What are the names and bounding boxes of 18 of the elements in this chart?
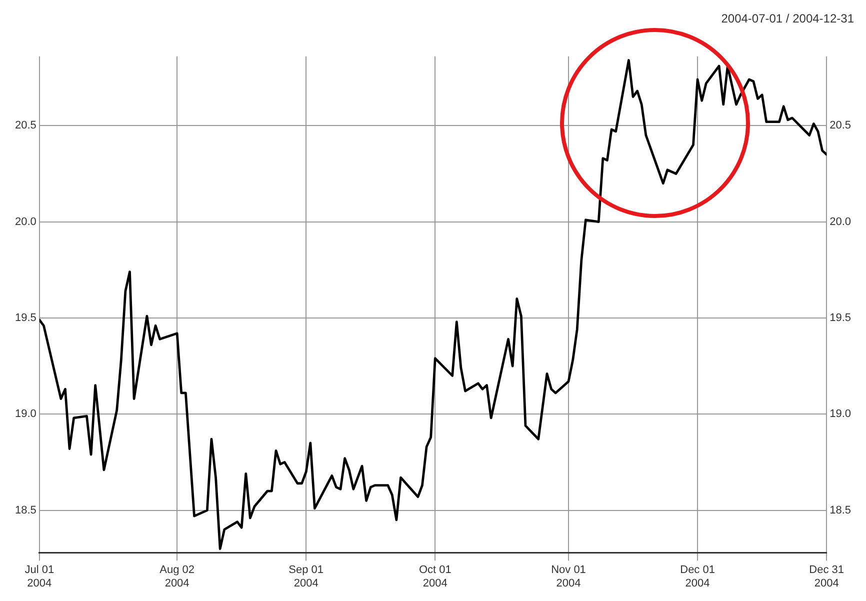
x-tick-label: Aug 02 2004 [160, 564, 194, 590]
y2-tick-label: 20.0 [830, 216, 852, 228]
x-tick-label: Dec 31 2004 [809, 564, 844, 590]
chart-subtitle: 2004-07-01 / 2004-12-31 [721, 12, 854, 26]
y2-tick-label: 20.5 [830, 120, 852, 132]
y2-tick-label: 19.0 [830, 408, 852, 420]
y2-tick-label: 19.5 [830, 312, 852, 324]
y-tick-label: 20.5 [14, 120, 36, 132]
x-tick-label: Jul 01 2004 [24, 564, 54, 590]
y-tick-label: 20.0 [14, 216, 36, 228]
x-tick-label: Sep 01 2004 [288, 564, 324, 590]
y-tick-label: 19.0 [14, 408, 36, 420]
x-tick-label: Nov 01 2004 [551, 564, 586, 590]
x-tick-label: Dec 01 2004 [680, 564, 715, 590]
x-tick-label: Oct 01 2004 [418, 564, 452, 590]
y-tick-label: 19.5 [14, 312, 36, 324]
y2-tick-label: 18.5 [830, 504, 852, 516]
y-tick-label: 18.5 [14, 504, 36, 516]
